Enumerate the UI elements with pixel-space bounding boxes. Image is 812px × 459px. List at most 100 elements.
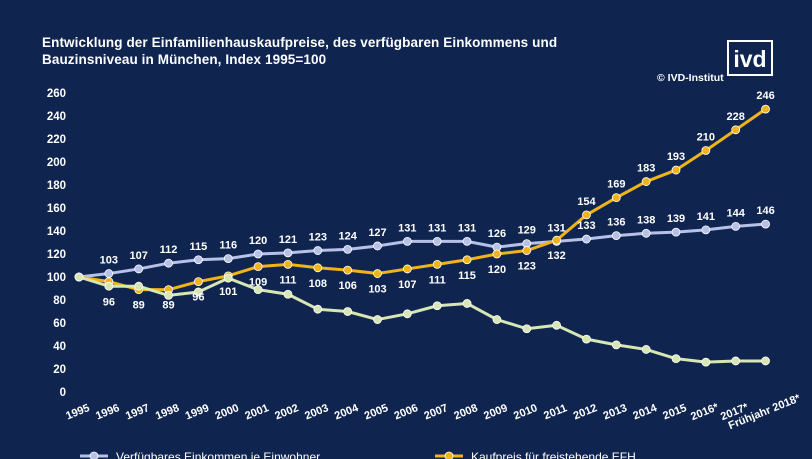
data-point [701,146,711,155]
y-tick-label: 20 [53,364,66,376]
x-tick-label: 2011 [542,402,569,422]
series-line [78,222,766,279]
data-point [462,299,472,308]
data-point [701,225,711,235]
data-label: 210 [697,132,715,144]
data-label: 124 [338,230,357,242]
data-label: 131 [428,222,446,234]
data-label: 133 [577,220,595,232]
y-tick-label: 140 [47,226,66,238]
data-point [611,340,621,350]
legend-label: Kaufpreis für freistehende EFH [471,450,636,459]
data-label: 228 [727,111,745,123]
ivd-logo: ivd [727,40,773,76]
data-point [731,356,741,366]
y-tick-label: 60 [53,318,66,330]
x-tick-label: 2010 [512,402,539,422]
data-point [193,287,203,297]
data-label: 89 [162,300,174,312]
data-point [552,320,561,330]
data-point [164,290,173,300]
x-tick-label: 2005 [363,402,390,422]
data-label: 121 [279,234,297,246]
data-label: 138 [637,214,655,226]
y-tick-label: 220 [47,134,66,146]
x-tick-label: 1999 [184,402,211,422]
data-point [283,248,293,258]
data-point [671,227,681,237]
data-point [462,236,472,246]
data-label: 103 [100,255,118,267]
data-point [582,210,591,220]
copyright-note: © IVD-Institut [657,72,724,84]
data-point [582,334,591,344]
data-label: 154 [577,196,596,208]
x-tick-label: 1997 [124,402,151,422]
data-point [432,301,442,311]
data-label: 123 [518,261,536,273]
data-point [253,262,263,272]
x-tick-label: 2001 [243,402,270,422]
y-tick-label: 80 [53,295,66,307]
data-label: 111 [279,274,296,286]
data-label: 115 [458,270,476,282]
data-point [701,357,711,367]
x-tick-label: 2013 [602,402,629,422]
data-point [611,193,621,203]
data-point [761,356,770,366]
x-tick-label: 2004 [333,402,361,423]
data-point [343,307,353,316]
data-point [432,259,442,269]
data-label: 108 [309,278,327,290]
data-point [253,249,263,259]
data-label: 120 [249,235,267,247]
series-line [78,275,766,364]
data-label: 116 [219,240,237,252]
data-point [641,177,651,186]
data-point [402,309,412,319]
x-tick-label: 1996 [94,402,121,422]
x-tick-label: 2016* [689,401,721,423]
data-point [552,235,561,245]
data-label: 169 [607,179,625,191]
x-tick-label: 2000 [214,402,241,422]
data-point [313,246,323,255]
y-tick-label: 100 [47,272,66,284]
data-point [731,221,741,231]
data-label: 112 [160,244,178,256]
data-label: 144 [727,207,746,219]
data-point [373,315,382,324]
x-tick-label: 2007 [422,402,449,422]
data-point [402,236,412,246]
data-label: 107 [130,250,148,262]
chart-title-line-2: Bauzinsniveau in München, Index 1995=100 [42,52,327,67]
y-tick-label: 180 [47,180,66,192]
data-point [74,272,84,282]
data-point [343,244,353,254]
data-label: 127 [368,227,386,239]
data-label: 123 [309,232,327,244]
x-tick-label: 2003 [303,402,330,422]
chart-title-line-1: Entwicklung der Einfamilienhauskaufpreis… [42,35,558,50]
data-label: 136 [607,217,625,229]
data-point [313,263,323,273]
x-tick-label: 2008 [452,402,479,422]
data-point [343,265,353,275]
data-label: 120 [488,264,506,276]
data-label: 141 [697,211,715,223]
data-label: 103 [368,284,386,296]
data-point [193,255,203,265]
data-point [671,165,681,175]
data-label: 109 [249,277,267,289]
data-point [253,285,263,295]
x-tick-label: 1995 [64,402,91,422]
data-point [641,345,651,354]
data-point [193,277,203,287]
data-point [492,249,502,259]
x-tick-label: 2006 [393,402,420,422]
data-point [373,269,382,278]
data-point [731,125,741,135]
series-line [78,107,767,292]
data-point [164,258,173,268]
